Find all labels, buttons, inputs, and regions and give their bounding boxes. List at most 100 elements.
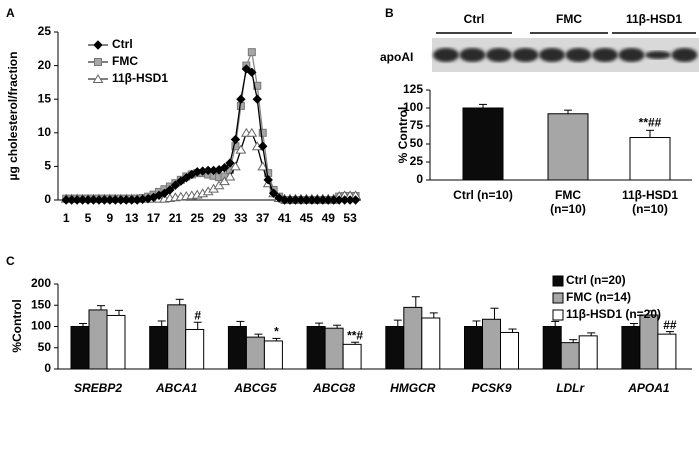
x-tick-label: LDLr xyxy=(556,381,585,395)
bar xyxy=(167,304,187,370)
legend-swatch xyxy=(552,275,564,287)
marker xyxy=(176,176,186,186)
x-tick-label: 53 xyxy=(343,211,357,225)
marker xyxy=(257,161,269,171)
marker xyxy=(252,94,262,104)
x-tick-label: 1 xyxy=(63,211,70,225)
bar xyxy=(324,327,344,370)
bar xyxy=(560,342,580,370)
bar xyxy=(245,336,265,370)
x-tick-label: SREBP2 xyxy=(74,381,122,395)
bar xyxy=(547,113,589,181)
bar xyxy=(227,326,247,370)
marker xyxy=(219,163,230,173)
x-tick-label: 13 xyxy=(125,211,139,225)
x-tick-label: 45 xyxy=(300,211,314,225)
marker xyxy=(219,176,230,186)
blot-band xyxy=(486,48,512,62)
y-tick-label: 0 xyxy=(44,361,51,375)
x-tick-label: 5 xyxy=(85,211,92,225)
x-tick-label: 49 xyxy=(322,211,336,225)
bar xyxy=(462,107,504,181)
x-tick-label: Ctrl (n=10) xyxy=(453,188,513,202)
legend-marker xyxy=(94,58,102,66)
y-tick-label: 0 xyxy=(44,192,51,206)
y-axis-label: % Control xyxy=(396,107,410,164)
x-tick-label: 33 xyxy=(234,211,248,225)
bar xyxy=(421,317,441,370)
marker xyxy=(268,188,279,198)
blot-group-label: 11β-HSD1 xyxy=(626,12,682,26)
marker xyxy=(246,127,258,137)
blot-band xyxy=(645,51,671,59)
x-tick-label: 17 xyxy=(147,211,161,225)
bar xyxy=(70,326,90,370)
legend-label: 11β-HSD1 xyxy=(112,71,168,85)
y-tick-label: 25 xyxy=(38,24,52,38)
blot-band xyxy=(565,48,592,62)
blot-label: apoAI xyxy=(380,50,413,64)
bar xyxy=(542,326,562,370)
legend-label: FMC xyxy=(112,54,138,68)
marker xyxy=(350,195,361,205)
significance-label: * xyxy=(274,325,279,339)
bar xyxy=(482,318,501,370)
marker xyxy=(263,175,273,185)
y-axis-label: %Control xyxy=(10,299,24,352)
x-tick-label: PCSK9 xyxy=(471,381,511,395)
panel-label: C xyxy=(6,254,15,268)
x-tick-label: FMC (n=10) xyxy=(550,188,586,216)
significance-label: ## xyxy=(663,318,677,332)
legend-swatch xyxy=(552,292,564,304)
marker xyxy=(253,81,262,90)
y-tick-label: 100 xyxy=(31,319,51,333)
significance-label: # xyxy=(194,308,201,322)
marker xyxy=(230,134,241,145)
legend-label: FMC (n=14) xyxy=(566,290,631,304)
bar xyxy=(578,335,598,370)
bar xyxy=(464,326,483,370)
blot-group-label: FMC xyxy=(556,12,582,26)
series-line xyxy=(66,67,356,201)
x-tick-label: 9 xyxy=(107,211,114,225)
legend-label: 11β-HSD1 (n=20) xyxy=(566,307,661,321)
y-tick-label: 5 xyxy=(44,159,51,173)
marker xyxy=(241,64,252,74)
bar xyxy=(657,333,677,370)
x-tick-label: 21 xyxy=(169,211,183,225)
x-tick-label: 41 xyxy=(278,211,292,225)
marker xyxy=(159,188,170,198)
bar xyxy=(342,343,362,370)
marker xyxy=(236,94,246,104)
bar xyxy=(639,314,659,370)
x-tick-label: 29 xyxy=(212,211,226,225)
blot-band xyxy=(592,48,618,62)
marker xyxy=(247,67,257,78)
bar xyxy=(621,326,641,370)
y-tick-label: 75 xyxy=(410,118,424,132)
blot-band xyxy=(618,48,645,62)
x-tick-label: ABCA1 xyxy=(155,381,198,395)
y-tick-label: 10 xyxy=(38,125,52,139)
y-tick-label: 0 xyxy=(416,172,423,186)
bar xyxy=(263,340,283,370)
legend-label: Ctrl xyxy=(112,37,133,51)
bar xyxy=(385,326,405,370)
bar xyxy=(306,326,326,370)
legend-marker xyxy=(92,74,104,83)
x-tick-label: 11β-HSD1 (n=10) xyxy=(621,188,678,216)
bar xyxy=(403,306,423,370)
marker xyxy=(181,173,192,183)
marker xyxy=(235,144,247,154)
legend-label: Ctrl (n=20) xyxy=(566,273,626,287)
bar xyxy=(629,137,671,181)
x-tick-label: APOA1 xyxy=(627,381,670,395)
significance-label: **# xyxy=(347,328,363,342)
significance-label: **## xyxy=(639,115,662,129)
blot-band xyxy=(459,48,486,62)
marker xyxy=(247,48,256,57)
y-tick-label: 100 xyxy=(403,100,423,114)
bar xyxy=(149,326,169,370)
